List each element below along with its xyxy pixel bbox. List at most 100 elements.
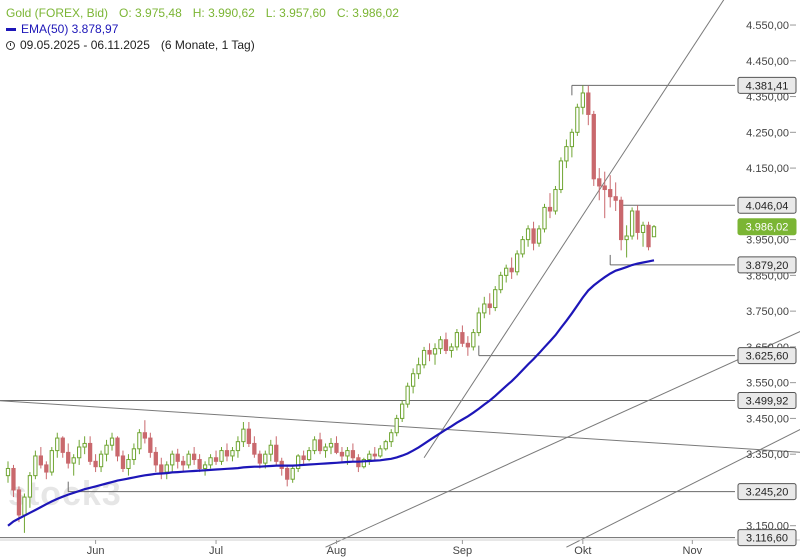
- candle: [542, 203, 547, 233]
- current-price-label: 3.986,02: [737, 218, 797, 236]
- price-label-box: [737, 483, 797, 501]
- candle: [449, 343, 454, 358]
- candle: [159, 457, 164, 480]
- candle-body: [564, 146, 569, 162]
- candle-body: [49, 450, 54, 473]
- candle: [197, 454, 202, 473]
- candle-body: [175, 453, 180, 462]
- ema-series: [7, 259, 655, 527]
- candle: [93, 454, 98, 473]
- candle-body: [542, 206, 547, 230]
- candle: [608, 175, 613, 208]
- trendline-3: [566, 428, 800, 548]
- y-tick-label: 3.450,00: [746, 413, 789, 425]
- candle: [148, 432, 153, 458]
- x-tick-label: Sep: [453, 545, 473, 557]
- date-range: 09.05.2025 - 06.11.2025: [20, 38, 150, 52]
- candle-body: [60, 437, 65, 453]
- price-label-text: 3.625,60: [746, 351, 789, 363]
- candle: [306, 447, 312, 462]
- candle: [613, 182, 618, 211]
- candle: [5, 461, 11, 483]
- candle-body: [613, 196, 618, 201]
- candle-body: [531, 228, 536, 244]
- candle-body: [367, 453, 372, 461]
- candle: [339, 447, 345, 462]
- y-tick-label: 4.150,00: [746, 163, 789, 175]
- price-label-box: [737, 256, 797, 274]
- level-price-label: 3.879,20: [737, 256, 797, 274]
- price-label-box: [737, 347, 797, 365]
- candle-body: [525, 228, 531, 241]
- candle-body: [597, 178, 602, 187]
- level-price-label: 3.116,60: [737, 529, 797, 547]
- candle-body: [186, 453, 191, 466]
- candle: [246, 421, 252, 448]
- candle: [536, 225, 542, 247]
- candle-body: [93, 460, 98, 468]
- candle: [498, 271, 503, 294]
- candle-body: [400, 403, 405, 419]
- legend-ema-row[interactable]: EMA(50) 3.878,97: [6, 21, 405, 37]
- candle: [202, 461, 208, 476]
- candle: [186, 450, 191, 469]
- candle-body: [257, 453, 262, 464]
- candle-body: [66, 451, 71, 464]
- candle: [257, 450, 262, 469]
- price-label-text: 3.245,20: [746, 487, 789, 499]
- candle-body: [235, 441, 241, 452]
- x-tick-label: Jun: [87, 545, 105, 557]
- candle-body: [126, 459, 131, 469]
- candle-body: [33, 455, 38, 477]
- low-value: L: 3.957,60: [265, 6, 326, 20]
- candle: [22, 493, 27, 533]
- candle-body: [602, 185, 607, 191]
- candle: [514, 250, 520, 276]
- candle-body: [27, 475, 33, 498]
- candle: [71, 454, 76, 476]
- candle-body: [246, 428, 252, 444]
- candle-body: [514, 253, 520, 273]
- candle-body: [547, 206, 553, 212]
- candle-body: [317, 439, 323, 452]
- candle-body: [153, 451, 158, 466]
- candle: [493, 286, 498, 312]
- candle-body: [460, 332, 465, 344]
- candle-body: [520, 239, 525, 255]
- candle: [427, 343, 432, 362]
- candle: [416, 357, 421, 380]
- candle: [443, 332, 449, 355]
- candle-body: [389, 432, 394, 443]
- candle-body: [328, 442, 334, 448]
- candle-body: [208, 457, 213, 466]
- y-tick-label: 3.950,00: [746, 235, 789, 247]
- candle-body: [536, 228, 542, 244]
- legend-range-row[interactable]: 09.05.2025 - 06.11.2025 (6 Monate, 1 Tag…: [6, 37, 405, 53]
- candle-body: [569, 131, 575, 148]
- candle: [383, 439, 388, 451]
- candle: [646, 221, 651, 251]
- candle-body: [142, 432, 148, 439]
- candle: [629, 207, 635, 240]
- candle-body: [148, 437, 153, 453]
- candle: [191, 447, 197, 465]
- candle-body: [44, 464, 49, 473]
- candle: [323, 443, 328, 458]
- candle-body: [405, 385, 410, 405]
- price-label-box: [737, 529, 797, 547]
- candle: [389, 429, 394, 448]
- candle-body: [109, 437, 115, 446]
- x-tick-label: Jul: [209, 545, 223, 557]
- candle: [268, 439, 273, 462]
- candle: [465, 336, 471, 356]
- candle: [77, 439, 82, 465]
- ema-line-icon: [6, 27, 16, 31]
- candle-body: [230, 450, 235, 457]
- candle-body: [482, 303, 487, 314]
- instrument-name[interactable]: Gold (FOREX, Bid): [6, 6, 109, 20]
- candle: [66, 443, 71, 469]
- candle: [597, 168, 602, 201]
- x-tick-label: Nov: [683, 545, 703, 557]
- candle: [181, 455, 186, 473]
